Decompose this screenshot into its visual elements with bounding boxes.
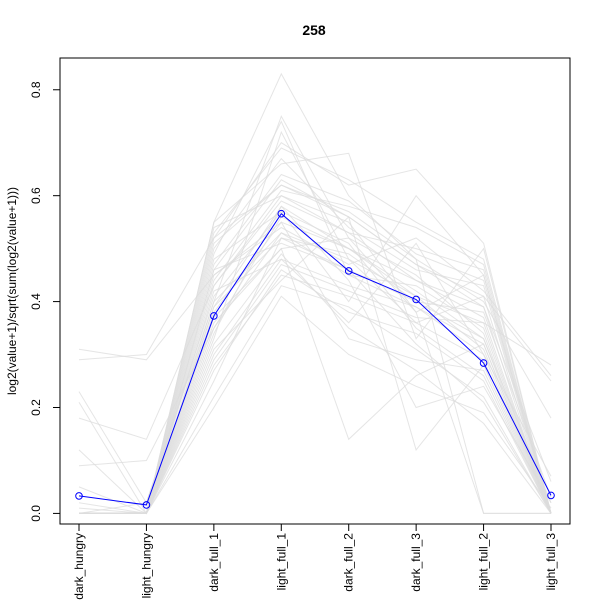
background-series-line [79, 237, 552, 514]
x-tick-label: light_full_2 [477, 533, 491, 591]
chart-title: 258 [302, 22, 326, 38]
background-series-line [79, 72, 551, 514]
series-layer [75, 209, 555, 509]
y-tick-label: 0.0 [29, 505, 43, 522]
background-series-line [79, 195, 551, 514]
y-axis-label: log2(value+1)/sqrt(sum(log2(value+1))) [5, 187, 19, 395]
background-series-line [78, 221, 552, 366]
background-series-line [79, 221, 552, 514]
y-tick-label: 0.8 [29, 81, 43, 98]
background-series-line [79, 200, 552, 514]
background-series-line [79, 216, 552, 514]
background-series-line [79, 253, 552, 514]
background-series-line [78, 232, 552, 477]
x-axis: dark_hungry light_hungry dark_full_1 light_… [72, 523, 558, 600]
background-series-line [79, 263, 552, 514]
x-tick-label: light_full_1 [274, 533, 288, 591]
background-series-line [79, 215, 552, 514]
background-series-line [79, 237, 552, 514]
y-tick-label: 0.2 [29, 399, 43, 416]
y-tick-label: 0.4 [29, 293, 43, 310]
series-point [412, 295, 420, 304]
background-series-line [78, 184, 552, 382]
y-axis: 0.0 0.2 0.4 0.6 0.8 [29, 81, 61, 522]
background-series-line [78, 195, 552, 482]
background-series-line [79, 274, 552, 514]
x-tick-label: dark_full_3 [409, 533, 423, 592]
plot-border [59, 57, 571, 525]
background-series-line [79, 152, 552, 514]
x-tick-label: light_full_3 [544, 533, 558, 591]
series-point [142, 501, 151, 509]
series-point [277, 209, 286, 218]
x-tick-label: dark_full_2 [342, 533, 356, 592]
background-series-line [78, 295, 552, 514]
background-series-line [79, 258, 552, 514]
background-lines [78, 72, 552, 515]
y-tick-label: 0.6 [29, 187, 43, 204]
series-point [547, 491, 555, 500]
background-series-line [79, 285, 552, 514]
series-point [210, 312, 218, 320]
x-tick-label: dark_full_1 [207, 533, 221, 592]
series-point [479, 359, 488, 367]
series-point [75, 492, 83, 500]
x-tick-label: dark_hungry [72, 533, 86, 600]
x-tick-label: light_hungry [139, 533, 153, 598]
background-series-line [78, 269, 552, 515]
series-line [78, 212, 552, 506]
series-point [344, 267, 353, 275]
